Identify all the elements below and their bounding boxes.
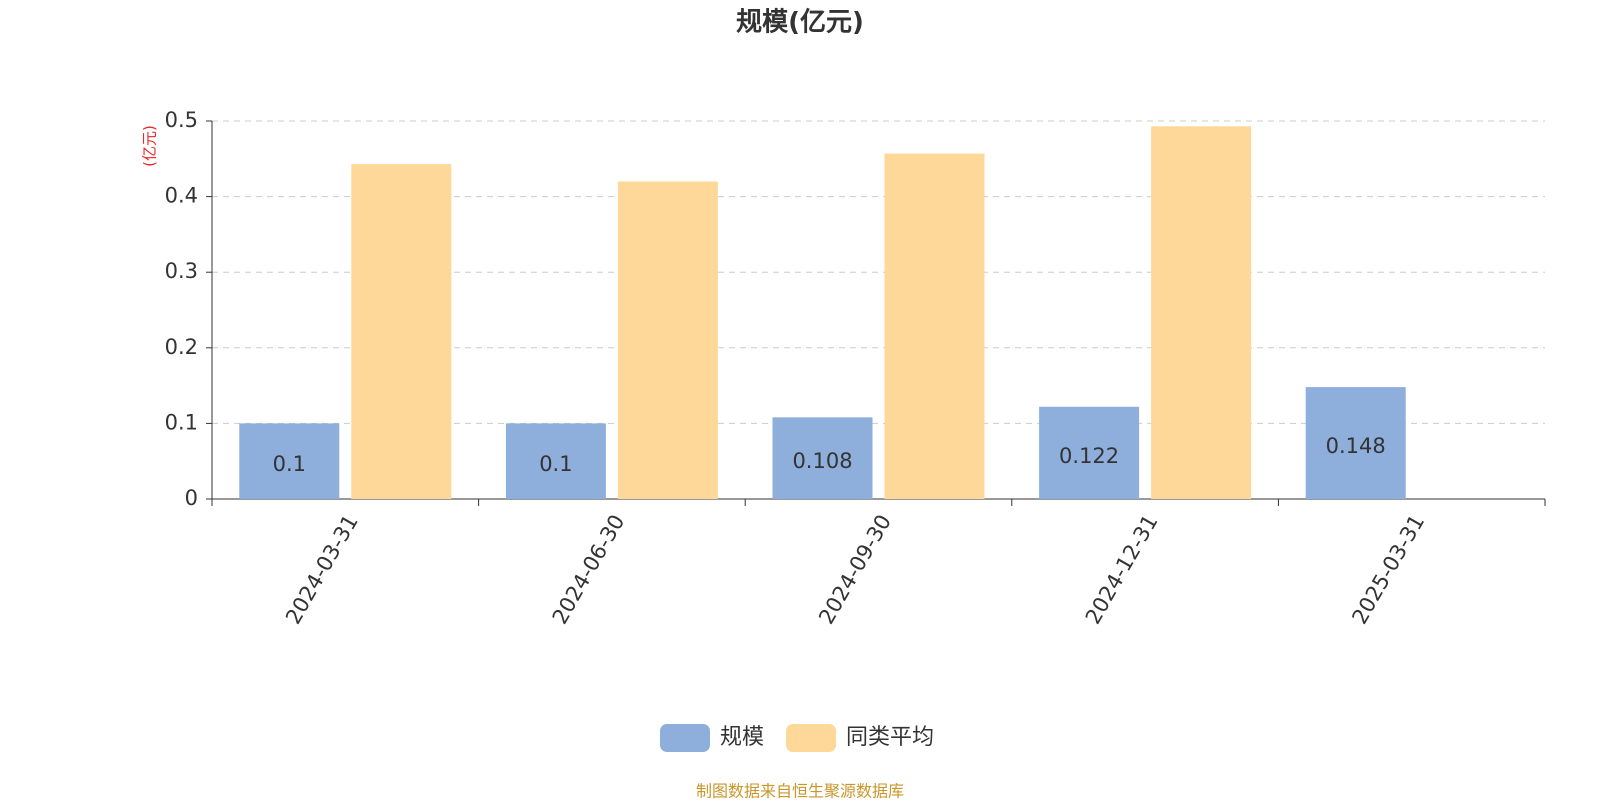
y-axis-label: (亿元) — [141, 125, 159, 167]
data-label: 0.148 — [1326, 434, 1386, 458]
bar — [239, 423, 340, 499]
bar — [1039, 406, 1140, 499]
legend-label: 规模 — [720, 725, 764, 750]
bar — [617, 181, 718, 500]
data-label: 0.122 — [1059, 444, 1119, 468]
bar — [1151, 126, 1252, 500]
y-tick-label: 0.4 — [165, 184, 198, 208]
chart-title: 规模(亿元) — [736, 8, 864, 38]
y-tick-label: 0 — [185, 486, 198, 510]
data-label: 0.1 — [539, 452, 572, 476]
y-tick-label: 0.1 — [165, 410, 198, 434]
data-label: 0.108 — [792, 449, 852, 473]
legend-swatch — [660, 724, 710, 752]
bar — [884, 153, 985, 499]
x-tick-label: 2024-03-31 — [281, 511, 363, 629]
bar — [1305, 387, 1406, 499]
bar — [505, 423, 606, 499]
bar — [351, 164, 452, 500]
x-tick-label: 2025-03-31 — [1347, 511, 1429, 629]
bar — [772, 417, 873, 499]
source-note: 制图数据来自恒生聚源数据库 — [696, 782, 904, 800]
x-tick-label: 2024-06-30 — [548, 511, 630, 629]
x-tick-label: 2024-09-30 — [814, 511, 896, 629]
y-tick-label: 0.5 — [165, 108, 198, 132]
legend-label: 同类平均 — [846, 725, 934, 750]
legend-swatch — [786, 724, 837, 752]
x-tick-label: 2024-12-31 — [1081, 511, 1163, 629]
y-tick-label: 0.2 — [165, 335, 198, 359]
data-label: 0.1 — [273, 452, 306, 476]
y-tick-label: 0.3 — [165, 259, 198, 283]
